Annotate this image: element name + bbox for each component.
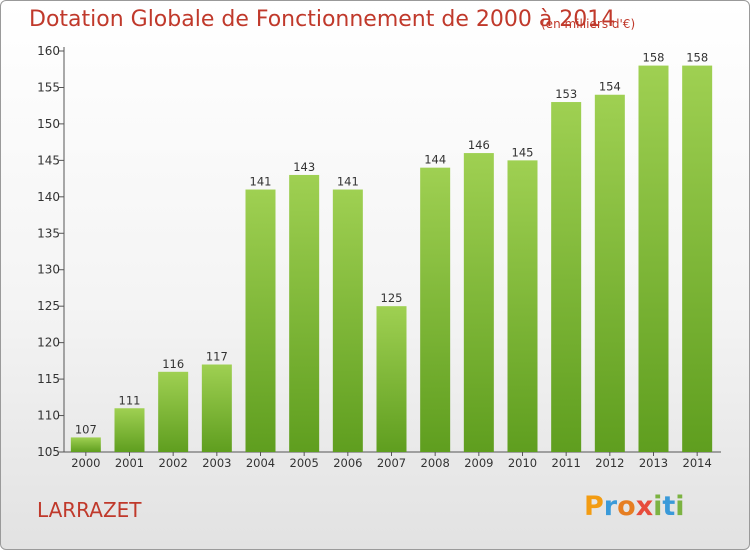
data-label-2014: 158 [686,51,708,65]
axes: 105 110 115 120 125 130 135 140 145 150 155 160 [37,44,721,459]
commune-name: LARRAZET [37,498,142,522]
data-label-2009: 146 [468,138,490,152]
logo-letter: i [675,491,685,522]
data-label-2006: 141 [337,175,359,189]
y-tick-label: 115 [37,372,60,386]
y-tick-label: 110 [37,409,60,423]
y-tick-label: 125 [37,299,60,313]
data-label-2000: 107 [75,422,97,436]
bar-2007 [376,306,407,452]
bar-2006 [332,189,363,452]
y-tick-label: 130 [37,263,60,277]
bar-2004 [245,189,276,452]
x-tick-label: 2008 [421,456,450,470]
x-tick-label: 2009 [464,456,493,470]
y-tick-label: 155 [37,80,60,94]
data-label-2008: 144 [424,153,446,167]
bar-2013 [638,65,669,452]
bar-2011 [551,102,582,452]
y-tick-label: 160 [37,44,60,58]
x-tick-label: 2001 [115,456,144,470]
x-tick-label: 2006 [333,456,362,470]
bar-2003 [201,364,232,452]
data-label-2005: 143 [293,160,315,174]
bars [70,65,713,453]
logo-letter: r [603,491,618,522]
y-tick-label: 120 [37,336,60,350]
y-tick-label: 150 [37,117,60,131]
logo-letter: x [635,491,654,522]
logo-letter: P [584,491,604,522]
data-label-2011: 153 [555,87,577,101]
data-label-2012: 154 [599,80,621,94]
x-tick-label: 2010 [508,456,537,470]
y-tick-label: 140 [37,190,60,204]
data-labels: 2000 107 2001 111 2002 116 2003 117 2004 141 2005 1… [71,51,712,470]
logo-letter: t [662,491,676,522]
x-tick-label: 2012 [595,456,624,470]
bar-2008 [420,167,451,452]
y-tick-label: 145 [37,153,60,167]
x-tick-label: 2007 [377,456,406,470]
x-tick-label: 2000 [71,456,100,470]
x-tick-label: 2002 [159,456,188,470]
x-tick-label: 2014 [683,456,712,470]
data-label-2003: 117 [206,350,228,364]
data-label-2002: 116 [162,357,184,371]
bar-2014 [682,65,713,452]
x-tick-label: 2003 [202,456,231,470]
data-label-2004: 141 [250,175,272,189]
bar-2005 [289,174,320,453]
data-label-2013: 158 [643,51,665,65]
y-tick-label: 105 [37,445,60,459]
data-label-2007: 125 [381,291,403,305]
bar-2002 [158,371,189,452]
bar-2000 [70,437,101,452]
logo-letter: i [653,491,663,522]
chart-subtitle: (en milliers d'€) [541,17,636,31]
x-tick-label: 2013 [639,456,668,470]
y-tick-label: 135 [37,226,60,240]
bar-2009 [463,153,494,452]
bar-2001 [114,408,145,452]
proxiti-logo: Proxiti [584,491,685,522]
bar-2010 [507,160,538,452]
data-label-2001: 111 [119,393,141,407]
x-tick-label: 2005 [290,456,319,470]
x-tick-label: 2011 [552,456,581,470]
x-tick-label: 2004 [246,456,275,470]
chart-title: Dotation Globale de Fonctionnement de 20… [29,7,616,32]
logo-letter: o [617,491,636,522]
data-label-2010: 145 [512,145,534,159]
bar-2012 [594,94,625,452]
